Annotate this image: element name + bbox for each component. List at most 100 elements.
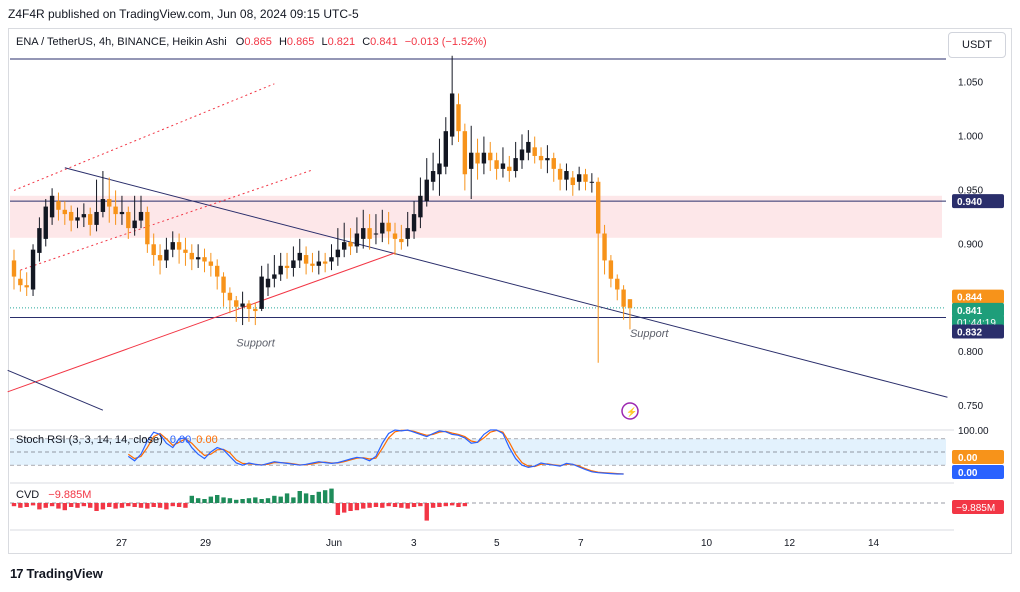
cvd-bar xyxy=(367,503,372,508)
candle-body xyxy=(291,260,296,268)
cvd-bar xyxy=(278,496,283,503)
candle-body xyxy=(18,278,23,286)
time-axis-tick: 10 xyxy=(701,538,713,549)
candle-body xyxy=(310,263,315,266)
cvd-bar xyxy=(170,503,175,507)
chart-frame xyxy=(8,28,1012,554)
stoch-axis-tick: 100.00 xyxy=(958,426,989,437)
cvd-bar xyxy=(119,503,125,508)
candle-body xyxy=(469,152,474,169)
candle-body xyxy=(157,255,163,261)
low-value: 0.821 xyxy=(327,36,356,48)
candle-body xyxy=(367,228,372,239)
cvd-axis-label-bg xyxy=(952,500,1004,514)
cvd-bar xyxy=(310,495,315,503)
resistance-zone xyxy=(10,195,942,238)
candle-body xyxy=(342,242,347,250)
price-axis-tick: 1.000 xyxy=(958,132,983,143)
cvd-bar xyxy=(11,503,17,507)
cvd-bar xyxy=(322,490,328,503)
cvd-bar xyxy=(176,503,182,507)
candle-body xyxy=(49,195,55,218)
stoch-d-value: 0.00 xyxy=(196,434,218,446)
candle-body xyxy=(322,261,328,264)
price-axis-tick: 1.050 xyxy=(958,78,983,89)
cvd-bar xyxy=(18,503,23,508)
candle-body xyxy=(183,249,188,253)
cvd-bar xyxy=(132,503,137,507)
cvd-bar xyxy=(24,503,29,507)
candle-body xyxy=(354,233,360,247)
candle-body xyxy=(284,265,290,268)
candle-body xyxy=(208,261,214,266)
tradingview-brand[interactable]: 17 TradingView xyxy=(10,566,103,581)
candle-body xyxy=(119,211,125,215)
cvd-bar xyxy=(208,496,214,503)
candle-body xyxy=(405,228,410,239)
stoch-d-axis-label: 0.00 xyxy=(958,453,978,464)
stoch-k-axis-label: 0.00 xyxy=(958,468,978,479)
candle-body xyxy=(494,160,499,169)
cvd-bar xyxy=(157,503,163,508)
cvd-bar xyxy=(227,498,233,503)
candle-body xyxy=(195,257,201,260)
cvd-bar xyxy=(145,503,150,509)
candle-body xyxy=(107,199,112,207)
channel-lower-dotted-line xyxy=(20,169,313,271)
cvd-bar xyxy=(215,495,220,503)
candle-body xyxy=(386,222,391,232)
cvd-legend[interactable]: CVD −9.885M xyxy=(16,489,91,501)
candle-body xyxy=(100,199,106,212)
candle-body xyxy=(316,261,321,266)
candle-body xyxy=(176,242,182,250)
cvd-bar xyxy=(449,503,455,506)
channel-upper-dotted-line xyxy=(13,83,275,191)
support-annotation: Support xyxy=(630,328,669,340)
candle-body xyxy=(126,211,131,229)
cvd-bar xyxy=(335,503,341,515)
cvd-bar xyxy=(88,503,93,508)
candle-body xyxy=(56,201,61,210)
candle-body xyxy=(37,228,42,253)
candle-body xyxy=(62,209,67,215)
time-axis-tick: 29 xyxy=(200,538,212,549)
open-label: O xyxy=(235,36,245,48)
stoch-rsi-legend[interactable]: Stoch RSI (3, 3, 14, 14, close) 0.00 0.0… xyxy=(16,434,218,446)
candle-body xyxy=(361,228,366,239)
candle-body xyxy=(449,93,455,137)
low-label: L xyxy=(321,36,328,48)
candle-body xyxy=(564,171,569,180)
close-price-label-bg xyxy=(952,302,1004,317)
cvd-bar xyxy=(138,503,144,508)
candle-body xyxy=(481,152,487,164)
symbol-info[interactable]: ENA / TetherUS, 4h, BINANCE, Heikin Ashi xyxy=(16,36,227,48)
candle-body xyxy=(81,214,87,218)
candle-body xyxy=(221,276,226,293)
price-axis-tick: 0.900 xyxy=(958,239,983,250)
candle-body xyxy=(68,211,74,221)
stoch-k-line xyxy=(127,429,624,475)
cvd-bar xyxy=(303,493,309,503)
candle-body xyxy=(132,220,137,229)
candle-body xyxy=(170,242,175,250)
candle-body xyxy=(411,214,417,232)
time-axis-tick: Jun xyxy=(326,538,342,549)
candle-body xyxy=(500,163,506,169)
candle-body xyxy=(259,276,264,309)
cvd-bar xyxy=(272,495,277,503)
candle-body xyxy=(462,131,468,175)
candle-body xyxy=(202,257,207,262)
candle-body xyxy=(24,285,29,288)
candle-body xyxy=(145,211,150,245)
time-axis-tick: 27 xyxy=(116,538,128,549)
cvd-bar xyxy=(49,503,55,507)
candle-body xyxy=(227,292,233,301)
currency-button[interactable]: USDT xyxy=(948,32,1006,58)
event-icon xyxy=(621,402,639,420)
cvd-label: CVD xyxy=(16,489,40,501)
candle-body xyxy=(443,131,448,167)
candle-body xyxy=(392,233,398,239)
cvd-bar xyxy=(462,503,468,507)
cvd-bar xyxy=(284,493,290,503)
